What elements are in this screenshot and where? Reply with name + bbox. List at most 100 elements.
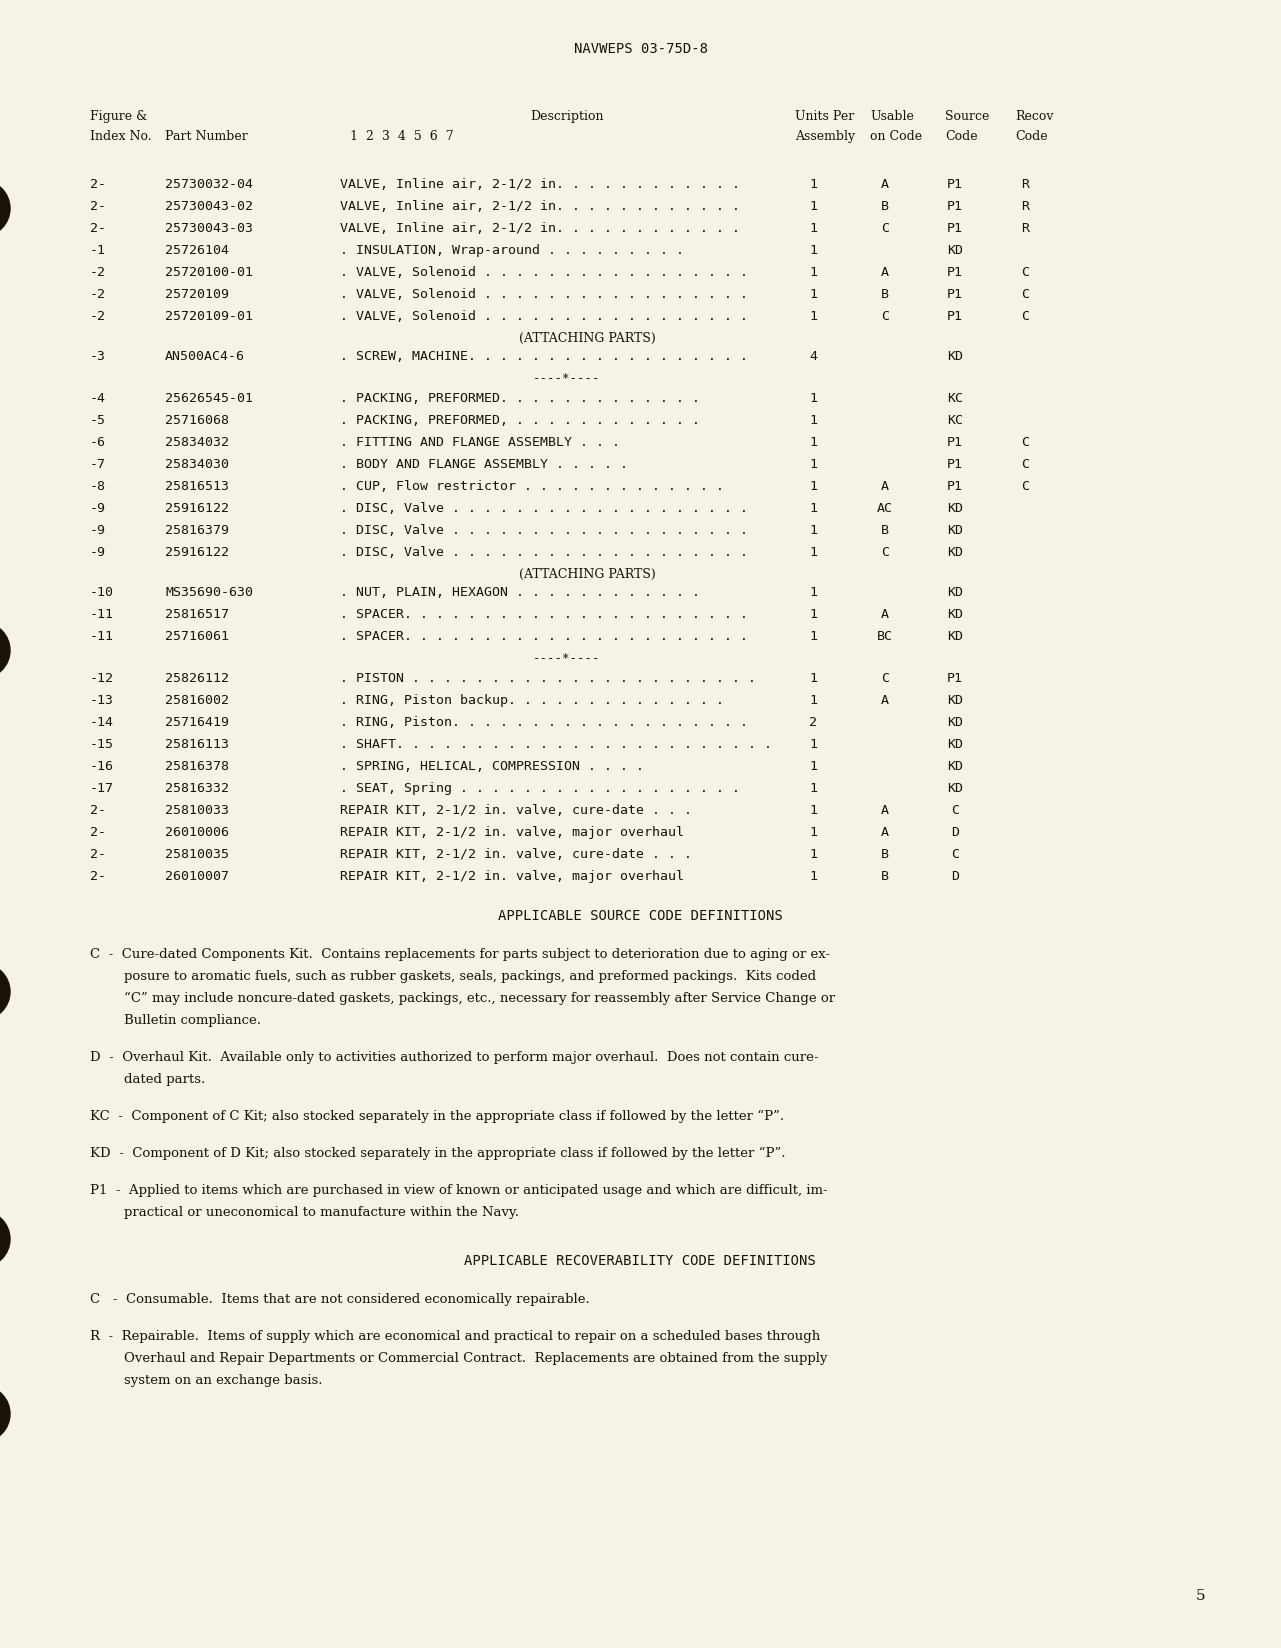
Text: 2-: 2-	[90, 826, 106, 839]
Text: -4: -4	[90, 392, 106, 405]
Text: REPAIR KIT, 2-1/2 in. valve, cure-date . . .: REPAIR KIT, 2-1/2 in. valve, cure-date .…	[339, 804, 692, 816]
Text: 1: 1	[810, 672, 817, 684]
Text: -15: -15	[90, 738, 114, 750]
Text: Overhaul and Repair Departments or Commercial Contract.  Replacements are obtain: Overhaul and Repair Departments or Comme…	[90, 1351, 828, 1365]
Text: -2: -2	[90, 265, 106, 279]
Text: C   -  Consumable.  Items that are not considered economically repairable.: C - Consumable. Items that are not consi…	[90, 1292, 589, 1305]
Text: 25816002: 25816002	[165, 694, 229, 707]
Text: . FITTING AND FLANGE ASSEMBLY . . .: . FITTING AND FLANGE ASSEMBLY . . .	[339, 435, 620, 448]
Text: A: A	[881, 608, 889, 621]
Text: 1: 1	[810, 288, 817, 302]
Text: 1: 1	[810, 501, 817, 514]
Text: Code: Code	[945, 130, 977, 143]
Text: C: C	[1021, 458, 1029, 471]
Text: 1: 1	[810, 545, 817, 559]
Text: 1: 1	[810, 608, 817, 621]
Text: Usable: Usable	[870, 110, 913, 124]
Text: D: D	[951, 870, 959, 882]
Circle shape	[0, 623, 10, 679]
Text: -11: -11	[90, 630, 114, 643]
Text: -8: -8	[90, 480, 106, 493]
Text: 25720109-01: 25720109-01	[165, 310, 254, 323]
Text: NAVWEPS 03-75D-8: NAVWEPS 03-75D-8	[574, 41, 707, 56]
Text: REPAIR KIT, 2-1/2 in. valve, cure-date . . .: REPAIR KIT, 2-1/2 in. valve, cure-date .…	[339, 847, 692, 860]
Text: C: C	[1021, 310, 1029, 323]
Text: P1: P1	[947, 435, 963, 448]
Text: 25816113: 25816113	[165, 738, 229, 750]
Text: (ATTACHING PARTS): (ATTACHING PARTS)	[519, 567, 656, 580]
Text: . PISTON . . . . . . . . . . . . . . . . . . . . . .: . PISTON . . . . . . . . . . . . . . . .…	[339, 672, 756, 684]
Text: C: C	[1021, 265, 1029, 279]
Text: . CUP, Flow restrictor . . . . . . . . . . . . .: . CUP, Flow restrictor . . . . . . . . .…	[339, 480, 724, 493]
Text: 1: 1	[810, 585, 817, 598]
Text: 1: 1	[810, 738, 817, 750]
Text: C: C	[951, 847, 959, 860]
Text: KC: KC	[947, 414, 963, 427]
Text: D: D	[951, 826, 959, 839]
Text: . DISC, Valve . . . . . . . . . . . . . . . . . . .: . DISC, Valve . . . . . . . . . . . . . …	[339, 524, 748, 537]
Text: -3: -3	[90, 349, 106, 363]
Text: 1: 1	[810, 392, 817, 405]
Text: AN500AC4-6: AN500AC4-6	[165, 349, 245, 363]
Text: 1: 1	[810, 435, 817, 448]
Text: KD: KD	[947, 349, 963, 363]
Text: R: R	[1021, 222, 1029, 236]
Text: . VALVE, Solenoid . . . . . . . . . . . . . . . . .: . VALVE, Solenoid . . . . . . . . . . . …	[339, 265, 748, 279]
Text: B: B	[881, 870, 889, 882]
Text: 2-: 2-	[90, 847, 106, 860]
Text: C: C	[881, 222, 889, 236]
Text: 25916122: 25916122	[165, 545, 229, 559]
Text: 1: 1	[810, 847, 817, 860]
Text: 25716061: 25716061	[165, 630, 229, 643]
Text: practical or uneconomical to manufacture within the Navy.: practical or uneconomical to manufacture…	[90, 1205, 519, 1218]
Text: APPLICABLE SOURCE CODE DEFINITIONS: APPLICABLE SOURCE CODE DEFINITIONS	[497, 908, 783, 923]
Text: Units Per: Units Per	[796, 110, 854, 124]
Text: 1: 1	[810, 199, 817, 213]
Text: -6: -6	[90, 435, 106, 448]
Circle shape	[0, 964, 10, 1020]
Text: A: A	[881, 178, 889, 191]
Text: -11: -11	[90, 608, 114, 621]
Text: 25810033: 25810033	[165, 804, 229, 816]
Text: 1: 1	[810, 310, 817, 323]
Text: KD  -  Component of D Kit; also stocked separately in the appropriate class if f: KD - Component of D Kit; also stocked se…	[90, 1147, 785, 1160]
Text: 1: 1	[810, 265, 817, 279]
Text: A: A	[881, 694, 889, 707]
Text: -7: -7	[90, 458, 106, 471]
Text: KD: KD	[947, 738, 963, 750]
Circle shape	[0, 1386, 10, 1442]
Text: KD: KD	[947, 545, 963, 559]
Text: 25730043-02: 25730043-02	[165, 199, 254, 213]
Text: C: C	[951, 804, 959, 816]
Text: 25834032: 25834032	[165, 435, 229, 448]
Text: -9: -9	[90, 501, 106, 514]
Text: 25626545-01: 25626545-01	[165, 392, 254, 405]
Text: P1: P1	[947, 199, 963, 213]
Text: 1: 1	[810, 414, 817, 427]
Text: . SHAFT. . . . . . . . . . . . . . . . . . . . . . . .: . SHAFT. . . . . . . . . . . . . . . . .…	[339, 738, 772, 750]
Text: A: A	[881, 804, 889, 816]
Text: 1: 1	[810, 480, 817, 493]
Text: KD: KD	[947, 524, 963, 537]
Text: ----*----: ----*----	[533, 372, 601, 384]
Text: 1: 1	[810, 826, 817, 839]
Text: -16: -16	[90, 760, 114, 773]
Text: -9: -9	[90, 545, 106, 559]
Text: 25816517: 25816517	[165, 608, 229, 621]
Text: 25720109: 25720109	[165, 288, 229, 302]
Text: . BODY AND FLANGE ASSEMBLY . . . . .: . BODY AND FLANGE ASSEMBLY . . . . .	[339, 458, 628, 471]
Text: . PACKING, PREFORMED, . . . . . . . . . . . .: . PACKING, PREFORMED, . . . . . . . . . …	[339, 414, 699, 427]
Text: Assembly: Assembly	[796, 130, 856, 143]
Text: R: R	[1021, 178, 1029, 191]
Text: P1: P1	[947, 288, 963, 302]
Text: 1: 1	[810, 524, 817, 537]
Text: (ATTACHING PARTS): (ATTACHING PARTS)	[519, 331, 656, 344]
Text: B: B	[881, 288, 889, 302]
Text: 1: 1	[810, 244, 817, 257]
Text: C: C	[881, 545, 889, 559]
Text: KD: KD	[947, 630, 963, 643]
Text: 25916122: 25916122	[165, 501, 229, 514]
Text: KD: KD	[947, 760, 963, 773]
Text: B: B	[881, 524, 889, 537]
Text: 5: 5	[1196, 1589, 1205, 1602]
